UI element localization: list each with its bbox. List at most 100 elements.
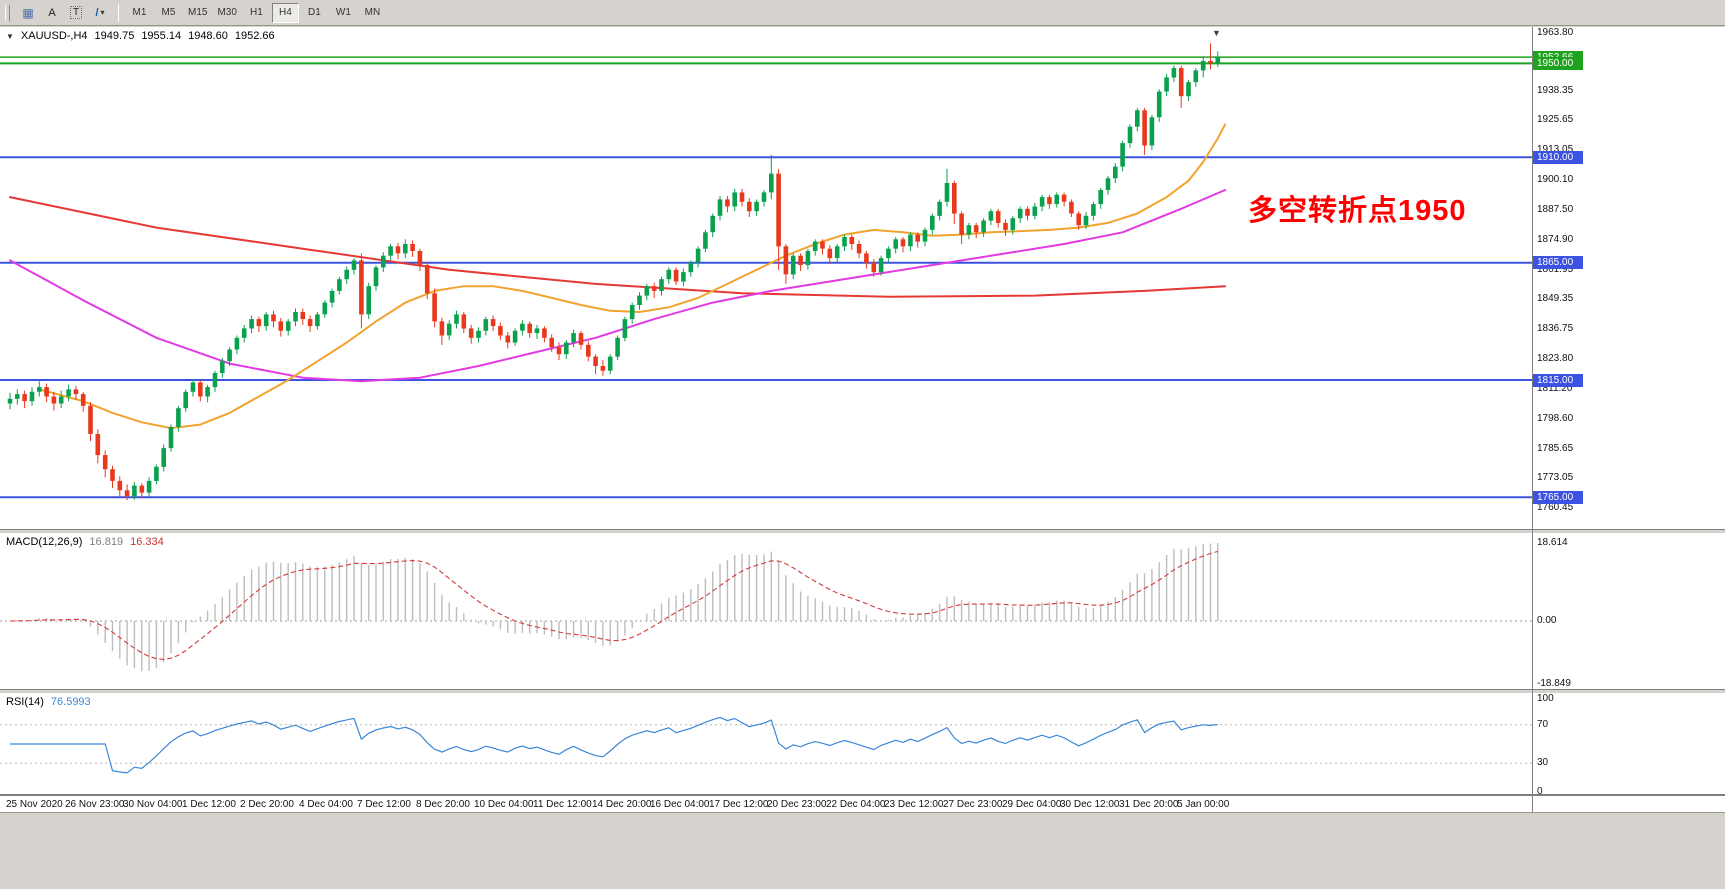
price-chart-panel[interactable]: ▼ XAUUSD-,H4 1949.75 1955.14 1948.60 195… xyxy=(0,27,1532,530)
rsi-value: 76.5993 xyxy=(50,696,91,708)
grid-tool-button[interactable]: ▦ xyxy=(17,3,39,23)
time-axis[interactable]: 25 Nov 2020 26 Nov 23:00 30 Nov 04:00 1 Dec… xyxy=(0,795,1725,812)
macd-panel[interactable]: MACD(12,26,9) 16.819 16.334 xyxy=(0,533,1532,690)
ma-magenta-line xyxy=(9,189,1227,383)
rsi-canvas xyxy=(0,716,1532,774)
ohlc-open: 1949.75 xyxy=(94,30,135,42)
time-axis-label: 10 Dec 04:00 xyxy=(474,799,534,810)
time-axis-label: 17 Dec 12:00 xyxy=(709,799,769,810)
timeframe-button-d1[interactable]: D1 xyxy=(301,3,328,23)
panel-splitter[interactable] xyxy=(0,530,1725,533)
price-axis-label: 1925.65 xyxy=(1537,114,1574,125)
time-axis-label: 4 Dec 04:00 xyxy=(299,799,353,810)
toolbar-separator xyxy=(118,3,119,22)
toolbar-grip[interactable] xyxy=(5,4,10,21)
status-area xyxy=(0,812,1725,889)
rsi-axis-label: 70 xyxy=(1537,719,1549,730)
ohlc-high: 1955.14 xyxy=(141,30,182,42)
time-axis-label: 27 Dec 23:00 xyxy=(943,799,1003,810)
price-axis-label: 1963.80 xyxy=(1537,27,1574,38)
price-axis-label: 1836.75 xyxy=(1537,323,1574,334)
macd-histogram xyxy=(16,543,1219,672)
timeframe-button-m15[interactable]: M15 xyxy=(184,3,211,23)
toolbar: ▦ A T / ▾ M1 M5 M15 M30 H1 H4 D1 W1 MN xyxy=(0,0,1725,26)
price-axis-label: 1861.95 xyxy=(1537,264,1574,275)
time-axis-label: 20 Dec 23:00 xyxy=(767,799,827,810)
price-axis-label: 1938.35 xyxy=(1537,85,1574,96)
macd-canvas xyxy=(0,543,1532,672)
timeframe-button-h1[interactable]: H1 xyxy=(243,3,270,23)
time-axis-label: 7 Dec 12:00 xyxy=(357,799,411,810)
time-axis-label: 23 Dec 12:00 xyxy=(884,799,944,810)
time-axis-label: 8 Dec 20:00 xyxy=(416,799,470,810)
price-axis-label: 1760.45 xyxy=(1537,502,1574,513)
panel-splitter[interactable] xyxy=(0,690,1725,693)
timeframe-button-m1[interactable]: M1 xyxy=(126,3,153,23)
time-axis-label: 11 Dec 12:00 xyxy=(533,799,592,810)
ma-red-line xyxy=(9,196,1227,298)
macd-signal-value: 16.334 xyxy=(130,536,164,548)
macd-title: MACD(12,26,9) 16.819 16.334 xyxy=(6,536,164,548)
annotation-text: 多空转折点1950 xyxy=(1248,195,1467,227)
symbol-period-label: XAUUSD-,H4 xyxy=(20,30,88,42)
time-axis-label: 1 Dec 12:00 xyxy=(182,799,236,810)
macd-axis-label: 18.614 xyxy=(1537,537,1568,548)
macd-axis-label: -18.849 xyxy=(1537,678,1571,689)
price-axis-label: 1785.65 xyxy=(1537,443,1574,454)
rsi-title: RSI(14) 76.5993 xyxy=(6,696,91,708)
dropdown-caret-icon: ▾ xyxy=(100,8,105,17)
price-axis-label: 1798.60 xyxy=(1537,413,1574,424)
time-axis-label: 5 Jan 00:00 xyxy=(1177,799,1230,810)
text-tool-icon: A xyxy=(48,6,56,19)
axis-separator xyxy=(1532,27,1533,812)
timeframe-button-m30[interactable]: M30 xyxy=(213,3,240,23)
price-tag: 1950.00 xyxy=(1533,57,1583,70)
ohlc-close: 1952.66 xyxy=(234,30,275,42)
time-axis-label: 14 Dec 20:00 xyxy=(592,799,652,810)
time-axis-label: 29 Dec 04:00 xyxy=(1002,799,1062,810)
shapes-dropdown-button[interactable]: / ▾ xyxy=(89,3,111,23)
rsi-label: RSI(14) xyxy=(6,696,44,708)
timeframe-button-h4[interactable]: H4 xyxy=(271,2,299,23)
timeframe-button-m5[interactable]: M5 xyxy=(155,3,182,23)
macd-main-value: 16.819 xyxy=(89,536,124,548)
time-axis-label: 31 Dec 20:00 xyxy=(1119,799,1179,810)
price-axis-label: 1811.20 xyxy=(1537,383,1573,394)
price-tag: 1765.00 xyxy=(1533,491,1583,504)
text-tool-button[interactable]: A xyxy=(41,3,63,23)
grid-icon: ▦ xyxy=(22,5,34,20)
rsi-axis-col[interactable]: 100 70 30 0 xyxy=(1533,693,1725,795)
time-axis-label: 30 Nov 04:00 xyxy=(123,799,183,810)
macd-axis-col[interactable]: 18.614 0.00 -18.849 xyxy=(1533,533,1725,690)
label-tool-button[interactable]: T xyxy=(65,3,87,23)
time-axis-label: 16 Dec 04:00 xyxy=(650,799,710,810)
time-axis-label: 2 Dec 20:00 xyxy=(240,799,294,810)
price-axis-label: 1849.35 xyxy=(1537,293,1574,304)
price-axis-label: 1773.05 xyxy=(1537,472,1574,483)
price-tag: 1815.00 xyxy=(1533,374,1583,387)
price-axis[interactable]: 1963.80 1938.35 1925.65 1913.05 1900.10 1887.… xyxy=(1533,27,1725,530)
macd-axis-label: 0.00 xyxy=(1537,615,1557,626)
label-tool-icon: T xyxy=(69,6,83,19)
macd-signal-line xyxy=(9,550,1218,660)
timeframe-button-w1[interactable]: W1 xyxy=(330,3,357,23)
price-chart-canvas[interactable] xyxy=(0,27,1532,530)
timeframe-toolbar: M1 M5 M15 M30 H1 H4 D1 W1 MN xyxy=(125,2,387,23)
time-axis-label: 26 Nov 23:00 xyxy=(65,799,125,810)
price-axis-label: 1913.05 xyxy=(1537,144,1574,155)
candles-layer xyxy=(7,43,1221,501)
rsi-axis-label: 100 xyxy=(1537,693,1554,704)
price-tag: 1865.00 xyxy=(1533,256,1583,269)
timeframe-button-mn[interactable]: MN xyxy=(359,3,386,23)
rsi-axis-label: 30 xyxy=(1537,757,1549,768)
price-axis-label: 1900.10 xyxy=(1537,174,1574,185)
rsi-panel[interactable]: RSI(14) 76.5993 xyxy=(0,693,1532,795)
trendline-icon: / xyxy=(95,6,99,19)
price-axis-label: 1823.80 xyxy=(1537,353,1574,364)
time-axis-label: 30 Dec 12:00 xyxy=(1060,799,1120,810)
chart-shift-marker-icon[interactable]: ▼ xyxy=(1212,28,1221,38)
macd-label: MACD(12,26,9) xyxy=(6,536,83,548)
price-axis-label: 1874.90 xyxy=(1537,234,1574,245)
collapse-icon[interactable]: ▼ xyxy=(6,31,14,41)
rsi-axis-label: 0 xyxy=(1537,786,1543,795)
